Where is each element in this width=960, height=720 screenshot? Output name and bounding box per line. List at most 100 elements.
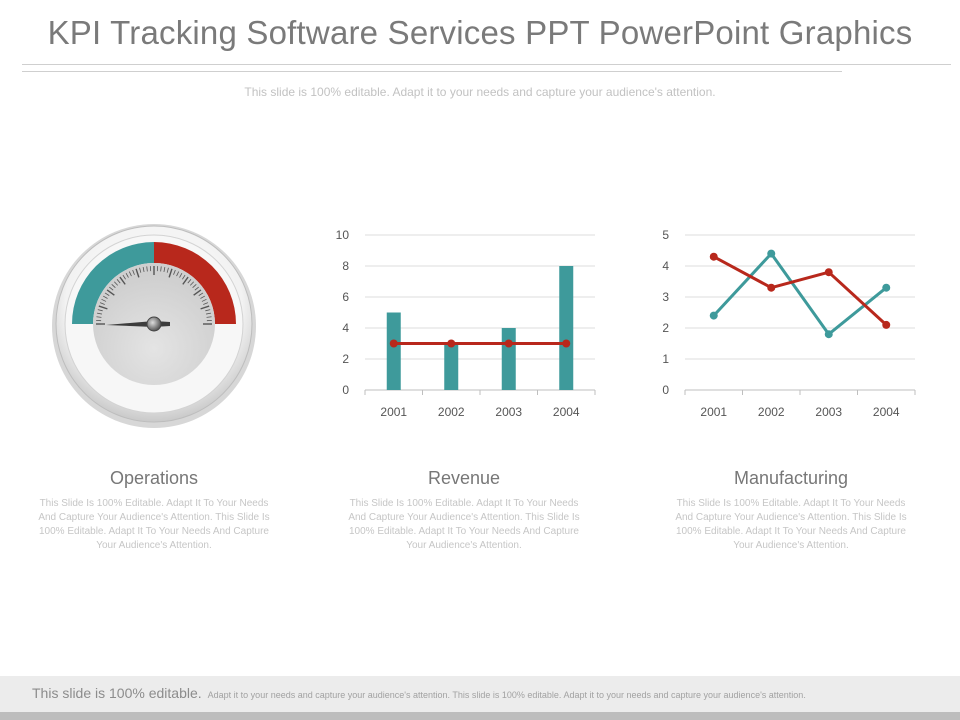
revenue-ytick-label: 0 [342,383,349,397]
revenue-xtick-label: 2003 [495,405,522,419]
gauge-tick [200,305,210,310]
manufacturing-xtick-label: 2001 [700,405,727,419]
gauge-tick [206,316,212,318]
manufacturing-series-0-point [767,249,776,258]
gauge-tick [194,286,199,291]
manufacturing-series-1-line [713,255,888,327]
gauge-tick [187,279,192,284]
manufacturing-series-0-point [824,330,833,339]
revenue-ytick-label: 4 [342,321,349,335]
gauge-tick [96,316,102,318]
gauge-tick [146,266,148,272]
manufacturing-xtick-label: 2003 [815,405,842,419]
gauge-band-1 [154,242,236,324]
manufacturing-ytick-label: 2 [662,321,669,335]
page-title: KPI Tracking Software Services PPT Power… [47,14,913,51]
gauge-tick [116,279,121,284]
manufacturing-series-1-point [709,252,718,261]
manufacturing-heading: Manufacturing [733,468,849,488]
manufacturing-series-0-line [712,252,888,336]
gauge-tick [198,292,204,296]
revenue-ytick-label: 10 [336,228,350,242]
gauge-tick [106,289,115,296]
revenue-xtick-label: 2002 [438,405,465,419]
manufacturing-ytick-label: 1 [662,352,669,366]
title-divider-top [22,64,951,65]
revenue-target-point [562,339,571,348]
footer-text: This slide is 100% editable. Adapt it to … [32,685,806,703]
manufacturing-ytick-label: 3 [662,290,669,304]
gauge-tick [205,312,212,315]
revenue-bar [444,343,459,390]
revenue-target-point [389,339,398,348]
manufacturing-series-1-point [824,268,833,277]
manufacturing-ytick-label: 0 [662,383,669,397]
revenue-xtick-label: 2001 [380,405,407,419]
gauge-tick [102,295,108,299]
footer-rest: Adapt it to your needs and capture your … [207,690,806,700]
gauge-tick [173,269,176,275]
revenue-bar [501,328,516,390]
gauge-band-0 [72,242,154,324]
gauge-tick [189,281,194,286]
gauge-tick [142,266,145,273]
gauge-tick [135,268,140,278]
gauge-tick [160,266,162,272]
gauge-bands [72,242,236,324]
gauge-tick [125,272,129,278]
gauge-tick [111,284,116,289]
gauge-tick [109,286,114,291]
gauge-tick [114,281,119,286]
gauge-tick [132,269,135,275]
gauge-tick [97,309,103,312]
revenue-target-point [504,339,513,348]
gauge-tick [182,276,189,285]
subtitle: This slide is 100% editable. Adapt it to… [244,85,716,99]
manufacturing-series-0-point [882,283,891,292]
operations-gauge [52,224,256,428]
gauge-tick [98,305,108,310]
gauge-tick [168,268,173,278]
manufacturing-series-1-point [767,283,776,292]
manufacturing-description: This Slide Is 100% Editable. Adapt It To… [675,498,907,551]
manufacturing-series-0-point [709,311,718,320]
revenue-bar [559,266,574,390]
gauge-tick [128,271,132,277]
gauge-tick [119,276,126,285]
revenue-xtick-label: 2004 [553,405,580,419]
revenue-ytick-label: 6 [342,290,349,304]
gauge-tick [104,292,110,296]
revenue-heading: Revenue [427,468,501,488]
footer: This slide is 100% editable. Adapt it to … [0,676,960,712]
footer-bar [0,712,960,720]
revenue-ytick-label: 2 [342,352,349,366]
gauge-ticks [96,266,212,325]
gauge-tick [201,298,207,302]
revenue-description: This Slide Is 100% Editable. Adapt It To… [348,498,580,551]
gauge-tick [182,274,186,280]
revenue-chart: 0 2 4 6 8 10 2001 2002 2003 2004 [336,228,596,419]
gauge-tick [166,267,169,273]
gauge-tick [192,284,197,289]
manufacturing-xtick-label: 2002 [758,405,785,419]
manufacturing-ytick-label: 4 [662,259,669,273]
gauge-tick [205,309,211,312]
gauge-tick [101,298,107,302]
operations-heading: Operations [109,468,199,488]
operations-description: This Slide Is 100% Editable. Adapt It To… [38,498,270,551]
gauge-tick [96,312,103,315]
gauge-tick [139,267,142,273]
gauge-tick [179,272,183,278]
manufacturing-xtick-label: 2004 [873,405,900,419]
manufacturing-chart: 0 1 2 3 4 5 2001 2002 2003 2004 [662,228,916,419]
gauge-hub [146,316,162,332]
manufacturing-ytick-label: 5 [662,228,669,242]
gauge-tick [193,289,202,296]
gauge-tick [203,302,209,305]
manufacturing-series-1-point [882,320,891,329]
revenue-target-point [447,339,456,348]
revenue-ytick-label: 8 [342,259,349,273]
gauge-tick [122,274,126,280]
gauge-tick [176,271,180,277]
title-divider-bottom [22,71,842,72]
